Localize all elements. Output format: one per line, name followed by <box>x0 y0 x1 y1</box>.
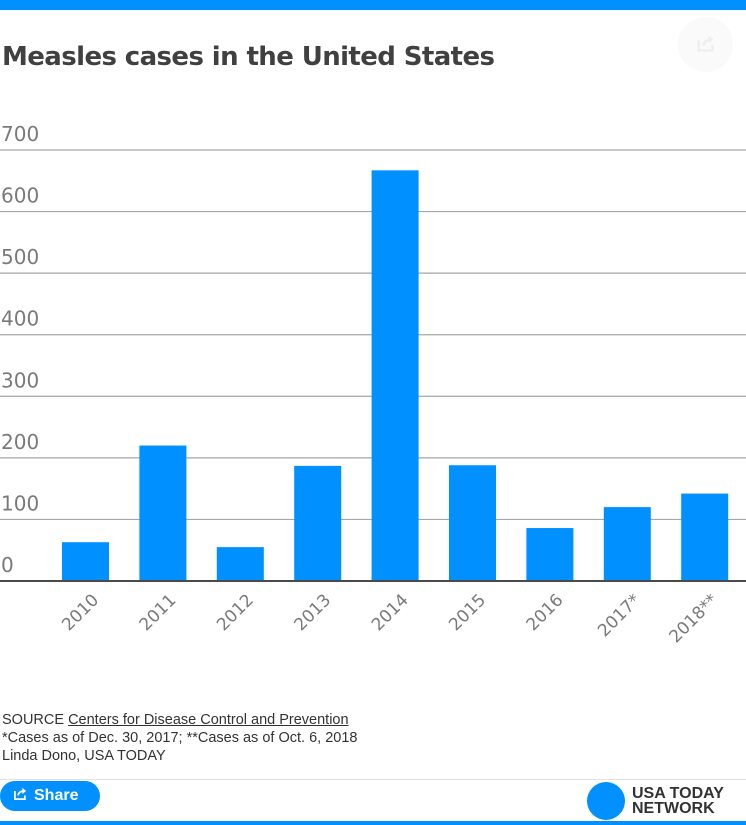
share-label: Share <box>34 787 79 804</box>
y-tick-label: 600 <box>1 184 39 208</box>
y-tick-label: 300 <box>1 368 39 392</box>
bars <box>62 170 729 581</box>
brand-line-1: USA TODAY <box>632 785 724 802</box>
bottom-accent-bar <box>0 821 746 825</box>
footer-divider <box>0 779 746 780</box>
bar-2018 <box>681 493 729 581</box>
y-tick-label: 500 <box>1 245 39 269</box>
bar-2017 <box>603 507 651 581</box>
source-line: SOURCE Centers for Disease Control and P… <box>2 711 357 729</box>
x-tick-label: 2010 <box>58 590 103 635</box>
y-tick-label: 400 <box>1 307 39 331</box>
bar-2016 <box>526 528 574 581</box>
share-icon <box>695 32 717 58</box>
footer-notes: SOURCE Centers for Disease Control and P… <box>2 711 357 765</box>
chart-title: Measles cases in the United States <box>2 42 495 72</box>
y-tick-label: 100 <box>1 491 39 515</box>
x-tick-label: 2017* <box>594 590 645 641</box>
brand-circle-icon <box>587 782 625 820</box>
source-prefix: SOURCE <box>2 712 65 728</box>
brand-line-2: NETWORK <box>632 800 715 817</box>
x-tick-label: 2016 <box>523 590 568 635</box>
y-axis-ticks: 0 100 200 300 400 500 600 700 <box>1 122 39 577</box>
bar-2014 <box>371 170 419 581</box>
x-tick-label: 2015 <box>445 590 490 635</box>
bar-2011 <box>139 445 187 581</box>
usa-today-network-logo[interactable]: USA TODAY NETWORK <box>587 782 724 820</box>
footnote: *Cases as of Dec. 30, 2017; **Cases as o… <box>2 730 358 746</box>
x-tick-label: 2018** <box>665 590 722 647</box>
bar-2010 <box>62 542 109 581</box>
x-axis-ticks: 2010 2011 2012 2013 2014 2015 2016 2017* 2018** <box>58 590 722 647</box>
share-icon <box>13 786 34 806</box>
y-tick-label: 200 <box>1 430 39 454</box>
bar-2013 <box>294 465 342 581</box>
x-tick-label: 2012 <box>213 590 258 635</box>
x-tick-label: 2013 <box>291 590 336 635</box>
x-tick-label: 2014 <box>368 590 413 635</box>
credit: Linda Dono, USA TODAY <box>2 748 166 764</box>
corner-share-button[interactable] <box>678 17 733 72</box>
source-link[interactable]: Centers for Disease Control and Preventi… <box>68 712 349 728</box>
top-accent-bar <box>0 0 746 10</box>
x-tick-label: 2011 <box>136 590 181 635</box>
bar-2012 <box>216 547 264 581</box>
share-button[interactable]: Share <box>0 781 100 811</box>
bar-2015 <box>449 465 496 581</box>
y-tick-label: 0 <box>1 553 14 577</box>
brand-text: USA TODAY NETWORK <box>632 785 724 817</box>
y-tick-label: 700 <box>1 122 39 146</box>
